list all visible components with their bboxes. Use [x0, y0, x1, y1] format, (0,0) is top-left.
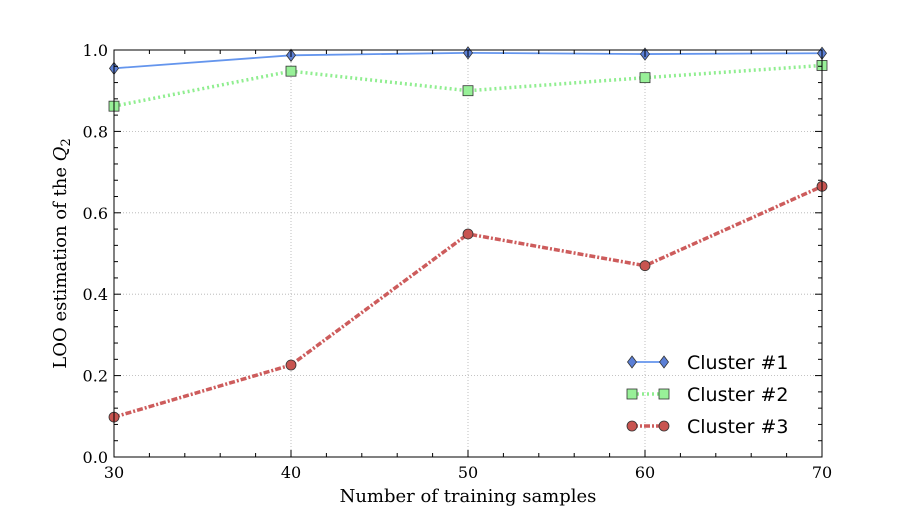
data-point-square	[462, 85, 474, 97]
legend-marker	[658, 388, 670, 400]
y-tick-label: 1.0	[83, 41, 108, 60]
data-point-circle	[285, 359, 297, 371]
y-tick-label: 0.6	[83, 204, 108, 223]
legend-label: Cluster #3	[687, 416, 789, 438]
legend: Cluster #1 Cluster #2 Cluster #3	[626, 352, 789, 438]
y-tick-label: 0.8	[83, 122, 108, 141]
y-tick-label: 0.0	[83, 448, 108, 467]
x-tick-labels: 30 40 50 60 70	[104, 463, 832, 482]
x-tick-label: 50	[458, 463, 478, 482]
x-tick-label: 70	[812, 463, 832, 482]
legend-item: Cluster #3	[626, 416, 789, 438]
grid	[114, 50, 822, 457]
legend-item: Cluster #1	[627, 352, 789, 374]
x-tick-label: 40	[281, 463, 301, 482]
y-tick-labels: 0.0 0.2 0.4 0.6 0.8 1.0	[83, 41, 108, 467]
legend-marker	[626, 420, 638, 432]
series-layer	[108, 46, 828, 423]
y-axis-title-subscript: 2	[59, 138, 74, 146]
legend-marker	[658, 420, 670, 432]
x-axis-title: Number of training samples	[340, 486, 597, 507]
legend-marker	[626, 388, 638, 400]
y-tick-label: 0.2	[83, 367, 108, 386]
data-point-square	[285, 65, 297, 77]
legend-item: Cluster #2	[626, 384, 789, 406]
x-tick-label: 30	[104, 463, 124, 482]
series-line	[113, 184, 823, 419]
y-axis-title: LOO estimation of the Q2	[50, 138, 74, 368]
data-point-square	[639, 72, 651, 84]
legend-marker	[627, 355, 637, 369]
y-axis-title-text: LOO estimation of the	[50, 161, 71, 368]
data-point-circle	[462, 228, 474, 240]
legend-marker	[659, 355, 669, 369]
series-line	[113, 63, 823, 108]
y-axis-title-symbol: Q	[50, 146, 71, 161]
legend-label: Cluster #2	[687, 384, 789, 406]
y-tick-label: 0.4	[83, 285, 108, 304]
ticks	[113, 49, 823, 458]
x-tick-label: 60	[635, 463, 655, 482]
data-point-circle	[639, 260, 651, 272]
legend-label: Cluster #1	[687, 352, 789, 374]
series-3	[108, 180, 828, 423]
